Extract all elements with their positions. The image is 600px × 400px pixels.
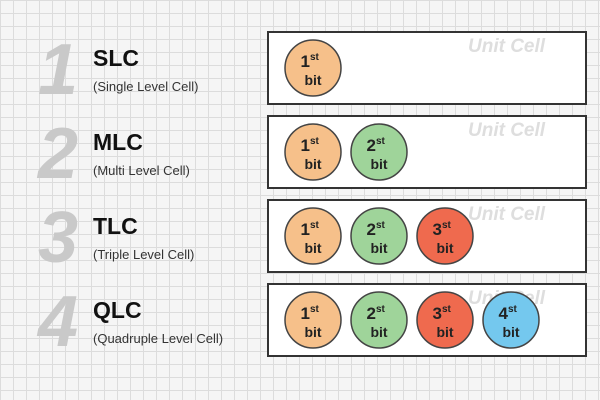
bit-circle: [350, 291, 408, 349]
bit-suffix: st: [376, 136, 386, 147]
bit-ordinal: 1: [301, 136, 310, 155]
bit-suffix: st: [508, 304, 518, 315]
unit-cell-label: Unit Cell: [468, 204, 546, 225]
row-name: MLC: [93, 129, 143, 155]
bit-ordinal: 1: [301, 220, 310, 239]
row-number: 4: [36, 282, 78, 362]
bit-ordinal: 3: [433, 220, 442, 239]
row-number: 2: [36, 114, 78, 194]
bit-ordinal: 2: [367, 220, 376, 239]
bit-suffix: st: [310, 304, 320, 315]
row-number: 3: [38, 198, 78, 278]
bit-circle: [350, 207, 408, 265]
bit-circle: [482, 291, 540, 349]
bit-ordinal: 1: [301, 52, 310, 71]
bit-label: bit: [304, 324, 321, 340]
bit-ordinal: 4: [499, 304, 509, 323]
bit-label: bit: [304, 240, 321, 256]
bit-suffix: st: [376, 304, 386, 315]
bit-label: bit: [502, 324, 519, 340]
bit-suffix: st: [310, 220, 320, 231]
bit-suffix: st: [310, 52, 320, 63]
unit-cell-label: Unit Cell: [468, 120, 546, 141]
bit-label: bit: [436, 324, 453, 340]
bit-label: bit: [370, 324, 387, 340]
bit-label: bit: [370, 240, 387, 256]
row-name: SLC: [93, 45, 139, 71]
bit-label: bit: [304, 156, 321, 172]
bit-label: bit: [436, 240, 453, 256]
row-number: 1: [38, 30, 78, 110]
bit-circle: [416, 291, 474, 349]
row-name: QLC: [93, 297, 142, 323]
bit-label: bit: [304, 72, 321, 88]
bit-circle: [284, 39, 342, 97]
bit-ordinal: 1: [301, 304, 310, 323]
bit-suffix: st: [442, 220, 452, 231]
bit-circle: [284, 291, 342, 349]
row-full-name: (Single Level Cell): [93, 79, 199, 94]
bit-ordinal: 2: [367, 136, 376, 155]
unit-cell-label: Unit Cell: [468, 36, 546, 57]
bit-circle: [284, 207, 342, 265]
bit-circle: [350, 123, 408, 181]
bit-ordinal: 3: [433, 304, 442, 323]
row-full-name: (Quadruple Level Cell): [93, 331, 223, 346]
bit-suffix: st: [442, 304, 452, 315]
bit-label: bit: [370, 156, 387, 172]
bit-ordinal: 2: [367, 304, 376, 323]
bit-circle: [284, 123, 342, 181]
bit-suffix: st: [376, 220, 386, 231]
row-full-name: (Triple Level Cell): [93, 247, 194, 262]
bit-circle: [416, 207, 474, 265]
bit-suffix: st: [310, 136, 320, 147]
row-full-name: (Multi Level Cell): [93, 163, 190, 178]
row-name: TLC: [93, 213, 138, 239]
